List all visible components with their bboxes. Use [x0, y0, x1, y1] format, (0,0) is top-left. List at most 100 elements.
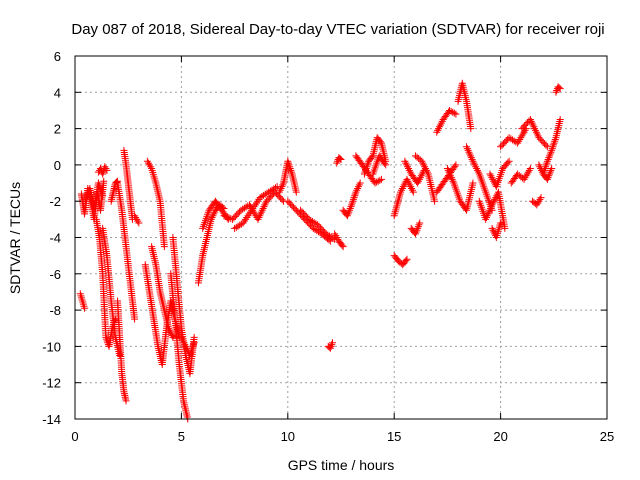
data-point	[402, 159, 410, 167]
data-point	[331, 230, 339, 238]
data-point	[444, 166, 452, 174]
data-point	[524, 168, 532, 176]
data-point	[450, 109, 458, 117]
data-point	[333, 159, 341, 167]
data-point	[491, 195, 499, 203]
data-point	[143, 157, 151, 165]
data-point	[292, 188, 300, 196]
data-point	[416, 219, 424, 227]
data-point	[542, 161, 550, 169]
data-point	[271, 184, 279, 192]
data-point	[102, 335, 110, 343]
data-point	[252, 199, 260, 207]
data-point	[409, 188, 417, 196]
y-tick-label: 6	[54, 49, 61, 64]
y-tick-label: -8	[49, 303, 61, 318]
data-point	[351, 192, 359, 200]
data-point	[183, 344, 191, 352]
data-point	[231, 212, 239, 220]
data-point	[96, 184, 104, 192]
data-point	[434, 126, 442, 134]
data-point	[416, 174, 424, 182]
y-tick-label: 2	[54, 122, 61, 137]
data-point	[168, 332, 176, 340]
data-point	[519, 130, 527, 138]
data-point	[414, 224, 422, 232]
data-point	[415, 177, 423, 185]
data-point	[517, 134, 525, 142]
data-point	[422, 166, 430, 174]
data-point	[147, 163, 155, 171]
x-tick-label: 5	[178, 429, 185, 444]
data-point	[501, 138, 509, 146]
data-point	[552, 88, 560, 96]
data-point	[490, 197, 498, 205]
data-point	[376, 138, 384, 146]
data-point	[514, 139, 522, 147]
data-point	[473, 166, 481, 174]
data-point	[542, 141, 550, 149]
data-point	[515, 137, 523, 145]
data-point	[182, 342, 190, 350]
data-point	[169, 333, 177, 341]
data-point	[412, 228, 420, 236]
data-point	[403, 175, 411, 183]
data-point	[371, 179, 379, 187]
data-point	[349, 197, 357, 205]
data-point	[318, 225, 326, 233]
data-point	[521, 174, 529, 182]
data-point	[187, 350, 195, 358]
data-point	[536, 135, 544, 143]
data-point	[233, 211, 241, 219]
data-point	[349, 195, 357, 203]
data-point	[111, 317, 119, 325]
data-point	[134, 217, 142, 225]
data-point	[99, 168, 107, 176]
data-point	[446, 170, 454, 178]
data-point	[487, 203, 495, 211]
data-point	[254, 197, 262, 205]
data-point	[291, 205, 299, 213]
data-point	[364, 159, 372, 167]
data-point	[537, 194, 545, 202]
data-point	[401, 157, 409, 165]
data-point	[403, 161, 411, 169]
x-tick-label: 10	[281, 429, 295, 444]
data-point	[251, 201, 259, 209]
data-point	[274, 191, 282, 199]
data-point	[532, 128, 540, 136]
data-point	[468, 155, 476, 163]
data-point	[246, 208, 254, 216]
data-point	[284, 197, 292, 205]
data-point	[516, 135, 524, 143]
y-tick-label: -10	[42, 339, 61, 354]
data-point	[489, 175, 497, 183]
data-point	[264, 196, 272, 204]
data-point	[449, 108, 457, 116]
data-point	[466, 150, 474, 158]
data-point	[414, 179, 422, 187]
data-point	[81, 304, 89, 312]
data-point	[499, 140, 507, 148]
data-point	[248, 206, 256, 214]
data-point	[467, 125, 475, 133]
data-point	[99, 192, 107, 200]
data-point	[551, 137, 559, 145]
data-point	[99, 170, 107, 178]
data-point	[208, 214, 216, 222]
data-point	[189, 342, 197, 350]
data-points	[76, 79, 564, 423]
y-tick-label: -6	[49, 267, 61, 282]
data-point	[133, 215, 141, 223]
data-point	[415, 175, 423, 183]
data-point	[404, 163, 412, 171]
y-tick-label: 0	[54, 158, 61, 173]
data-point	[258, 206, 266, 214]
data-point	[521, 122, 529, 130]
data-point	[413, 226, 421, 234]
data-point	[131, 315, 139, 323]
data-point	[343, 212, 351, 220]
data-point	[190, 339, 198, 347]
data-point	[536, 195, 544, 203]
